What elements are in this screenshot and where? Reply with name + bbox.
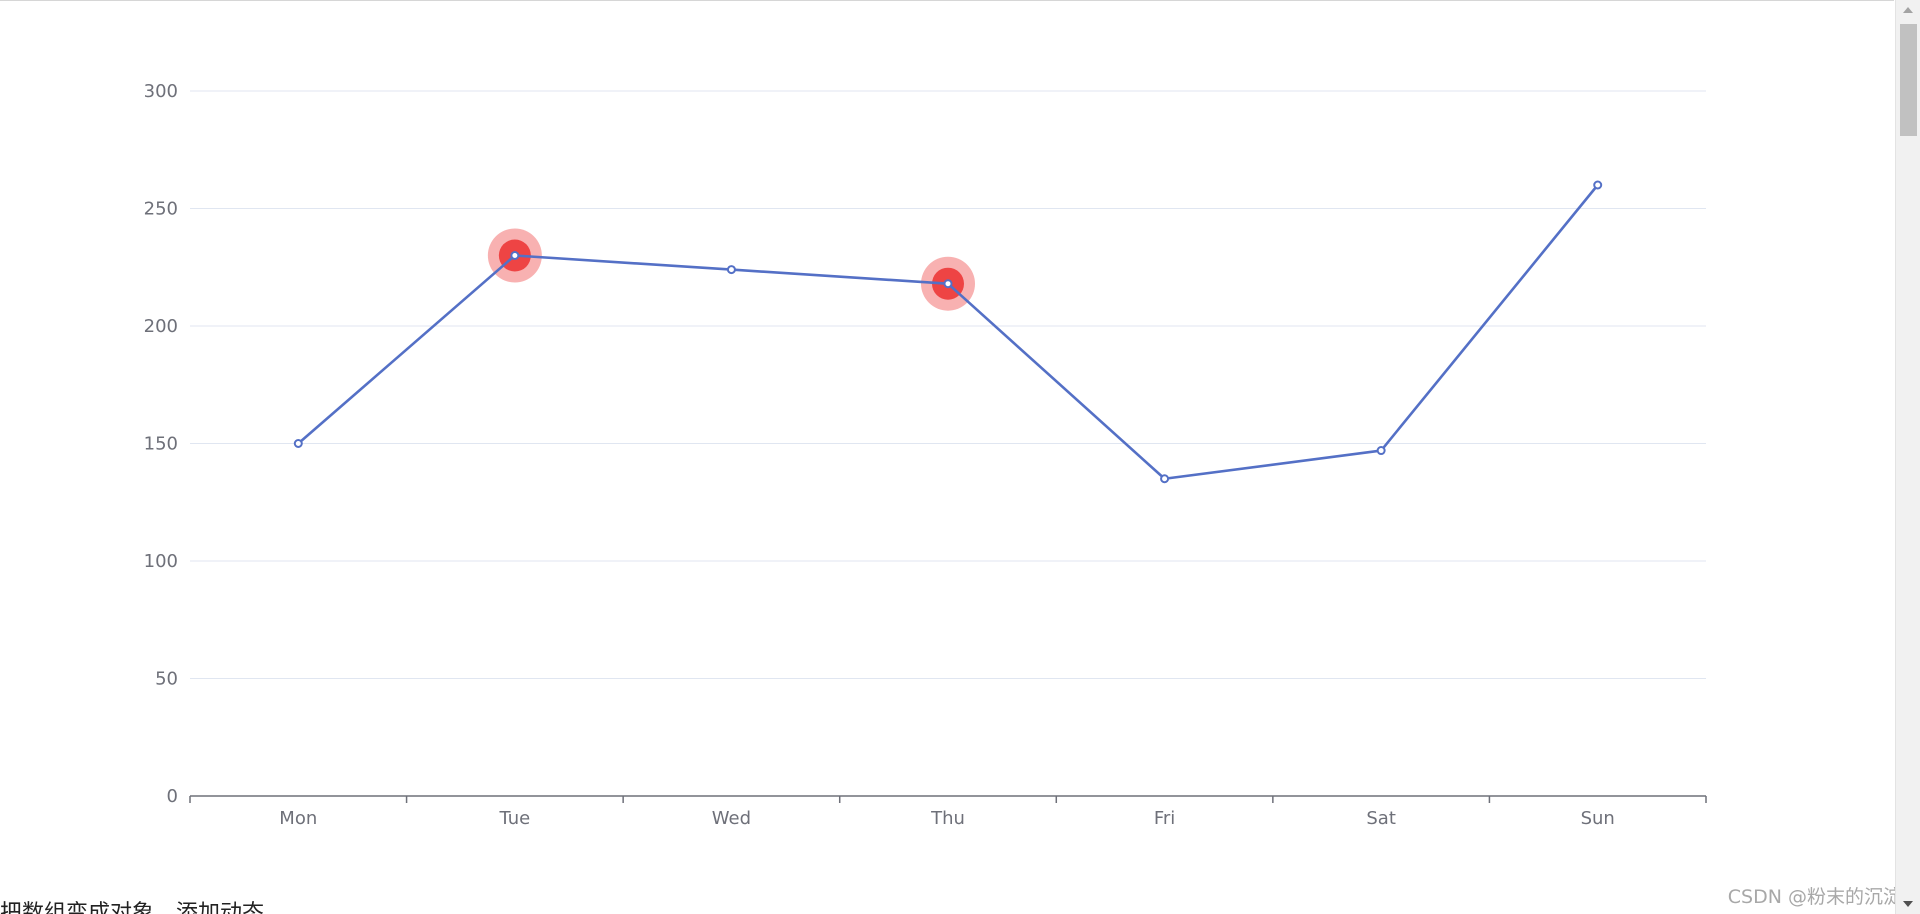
y-tick-label: 150 [144, 434, 178, 455]
y-tick-label: 250 [144, 199, 178, 220]
x-tick-label: Tue [498, 808, 530, 829]
y-tick-label: 300 [144, 81, 178, 102]
y-tick-label: 100 [144, 551, 178, 572]
data-point [1376, 446, 1386, 456]
scroll-up-icon[interactable] [1903, 7, 1913, 13]
data-point [726, 265, 736, 275]
y-tick-label: 200 [144, 316, 178, 337]
watermark: CSDN @粉末的沉淀 [1727, 886, 1902, 908]
x-tick-label: Fri [1154, 808, 1175, 829]
footer-text: 把数组变成对象，添加动态 [0, 901, 265, 914]
y-axis: 0 50 100 150 200 250 300 [144, 81, 178, 807]
x-tick-label: Sat [1366, 808, 1396, 829]
data-point [1160, 474, 1170, 484]
x-tick-label: Thu [930, 808, 965, 829]
y-tick-label: 50 [155, 669, 178, 690]
series-line [297, 184, 1599, 481]
x-tick-label: Wed [712, 808, 751, 829]
data-point [510, 251, 520, 260]
scroll-thumb[interactable] [1900, 24, 1917, 136]
scroll-down-icon[interactable] [1903, 901, 1913, 907]
series-layer [293, 180, 1603, 484]
vertical-scrollbar[interactable] [1895, 0, 1920, 914]
top-border [0, 0, 1894, 1]
grid-lines [190, 90, 1706, 679]
x-axis: Mon Tue Wed Thu Fri Sat Sun [189, 795, 1707, 829]
x-tick-label: Sun [1581, 808, 1615, 829]
data-point [293, 439, 303, 448]
data-point [943, 279, 953, 289]
y-tick-label: 0 [167, 786, 178, 807]
data-point [1593, 180, 1603, 190]
x-tick-label: Mon [279, 808, 317, 829]
line-chart: 0 50 100 150 200 250 300 Mon Tue Wed Thu Fri Sat Sun [144, 81, 1707, 829]
